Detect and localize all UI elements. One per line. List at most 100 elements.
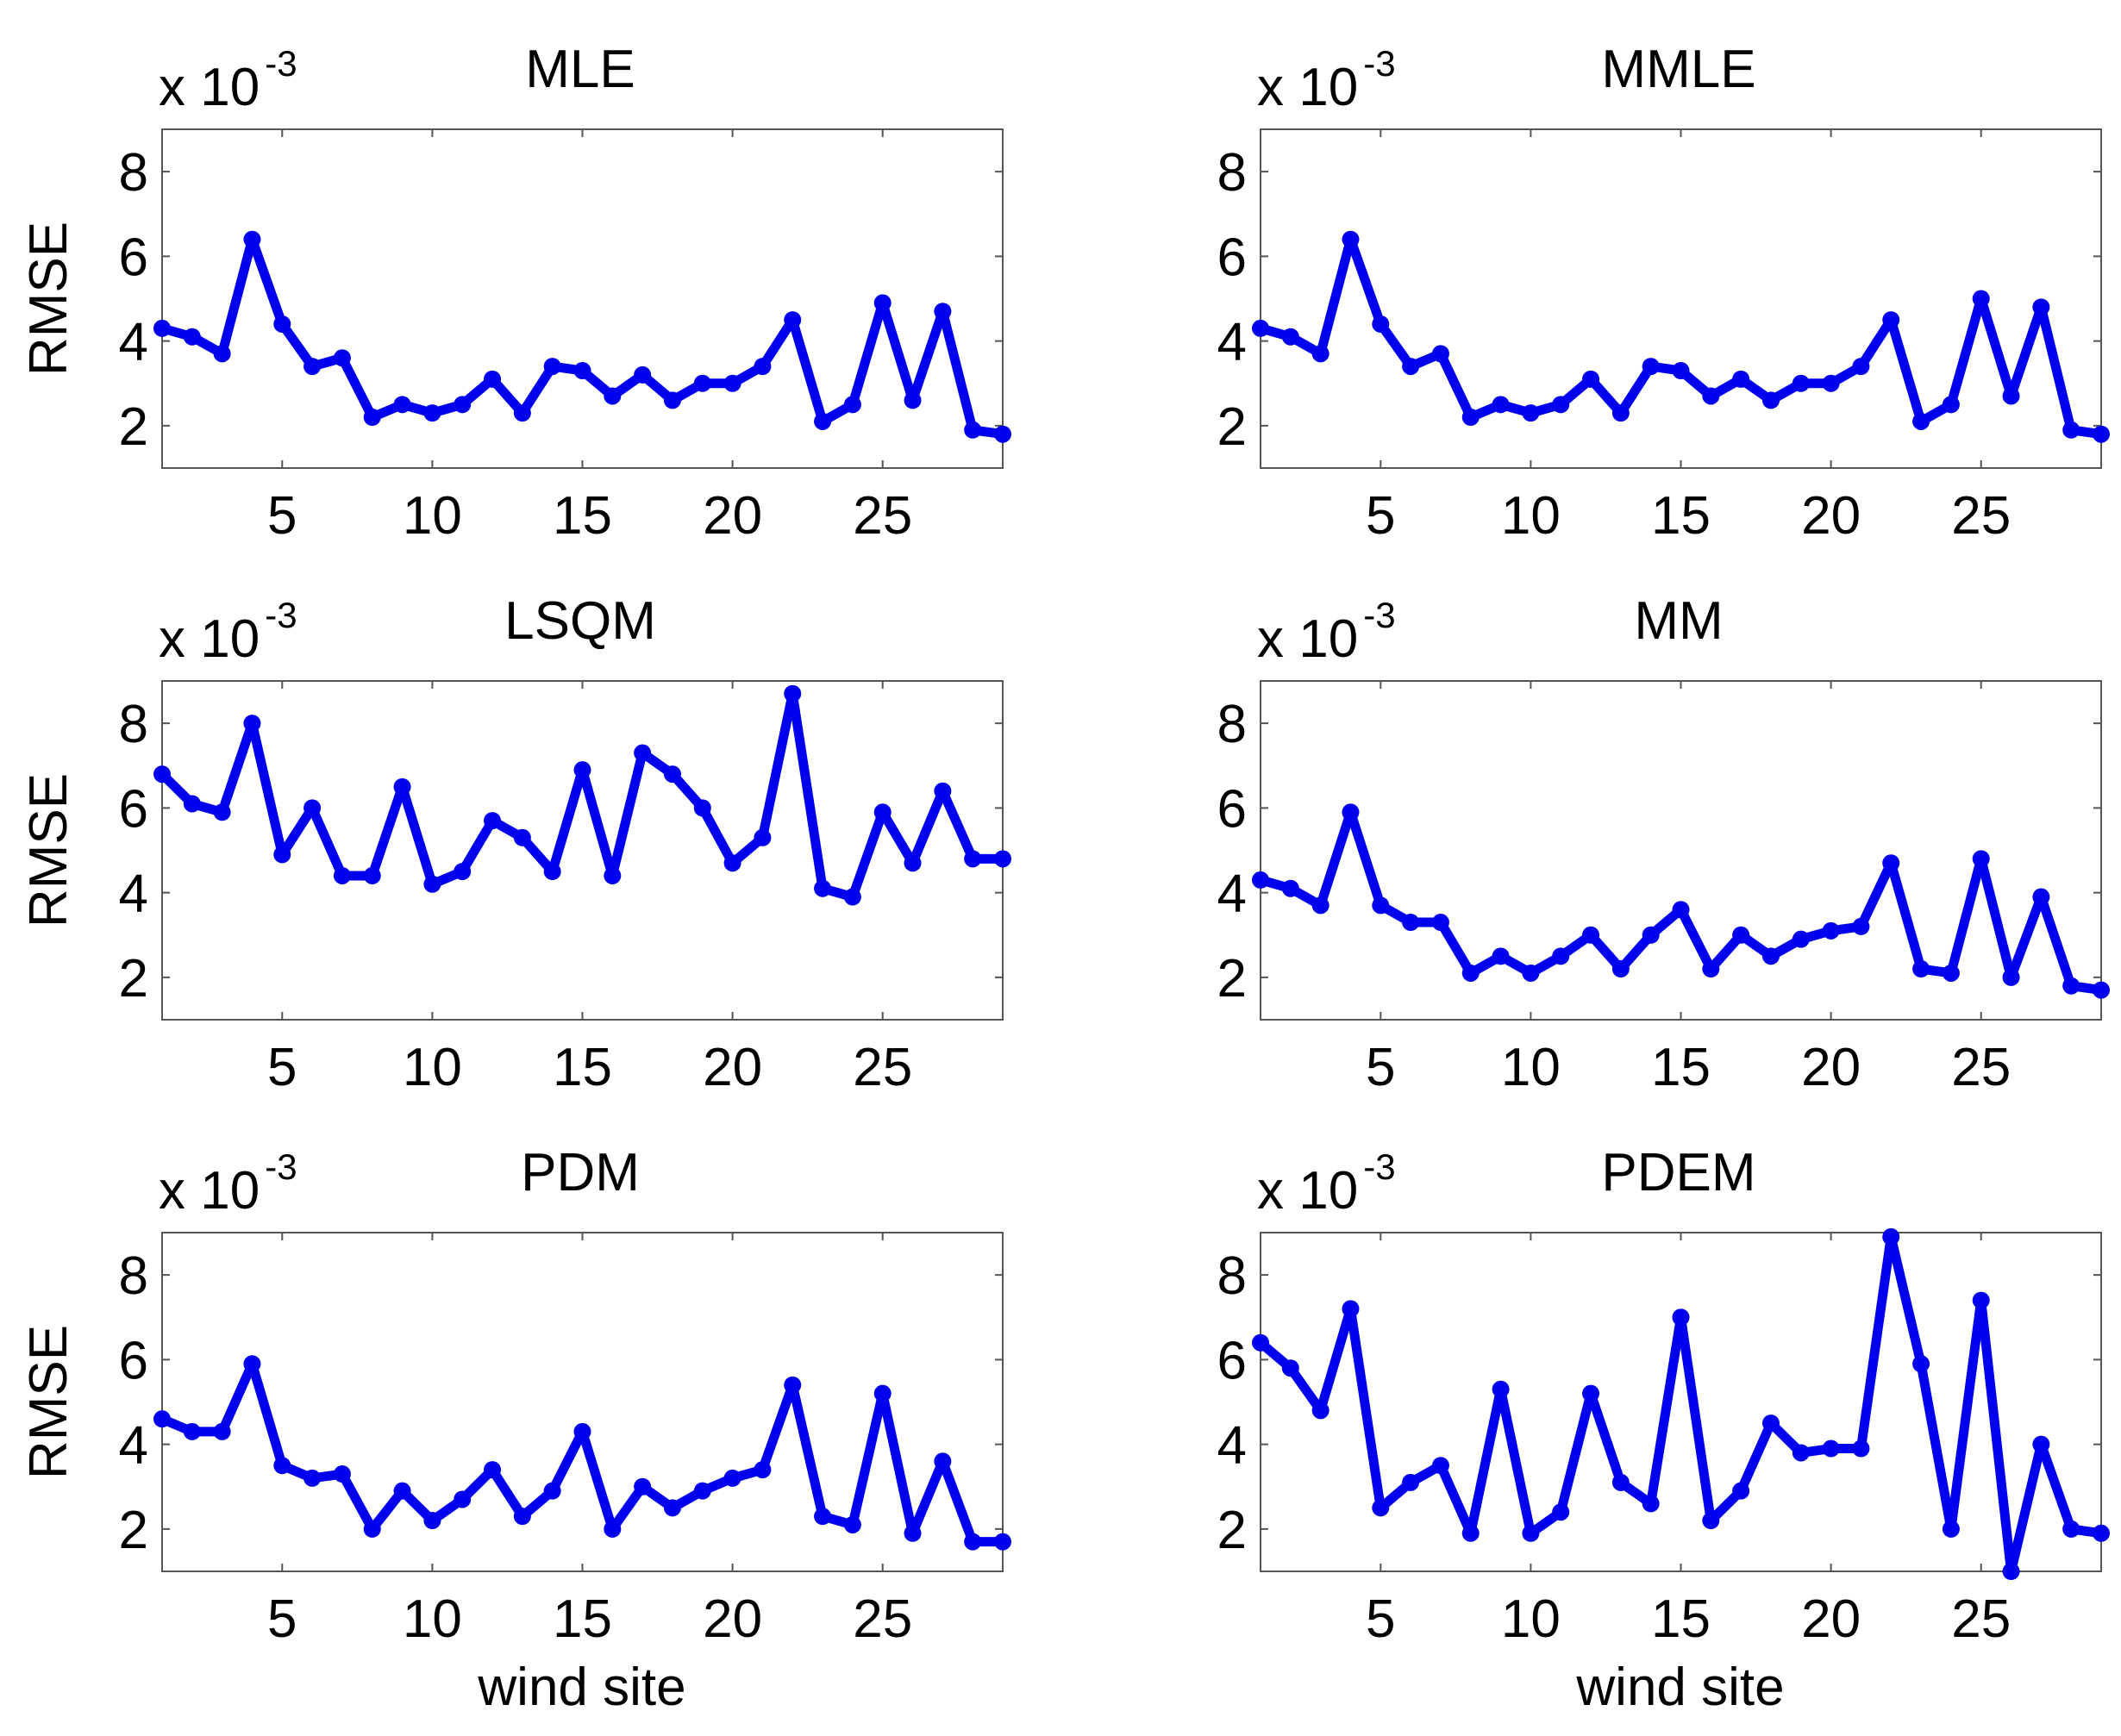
data-point — [1822, 1439, 1840, 1458]
data-point — [754, 828, 772, 846]
data-point — [363, 409, 381, 427]
data-point — [723, 854, 741, 872]
data-point — [814, 879, 832, 897]
data-point — [964, 421, 982, 439]
exponent-power: -3 — [265, 595, 297, 635]
x-tick-label: 15 — [553, 486, 612, 546]
data-point — [423, 1512, 441, 1530]
x-tick-label: 5 — [267, 486, 297, 546]
y-tick-label: 4 — [1217, 1416, 1247, 1476]
data-point — [1492, 396, 1510, 414]
data-point — [393, 777, 411, 796]
x-tick-label: 5 — [1366, 486, 1395, 546]
y-tick-label: 4 — [1217, 313, 1247, 372]
data-point — [183, 328, 201, 346]
exponent-base: x 10 — [159, 58, 260, 117]
data-point — [843, 1515, 861, 1533]
data-point — [723, 374, 741, 392]
data-point — [604, 387, 622, 405]
data-point — [2032, 298, 2050, 316]
data-point — [273, 846, 291, 864]
x-tick-label: 25 — [1951, 1038, 2011, 1097]
data-point — [873, 803, 892, 821]
data-point — [1461, 964, 1480, 982]
x-tick-label: 5 — [1366, 1589, 1395, 1649]
x-tick-label: 20 — [1801, 486, 1861, 546]
data-point — [934, 303, 952, 321]
data-point — [1252, 319, 1269, 337]
data-point — [1611, 960, 1630, 978]
data-point — [1281, 879, 1299, 897]
data-point — [2002, 1563, 2020, 1580]
x-tick-label: 15 — [553, 1038, 612, 1097]
data-point — [964, 1533, 982, 1551]
exponent-label: x 10 -3 — [159, 595, 297, 669]
exponent-power: -3 — [265, 43, 297, 84]
data-point — [1402, 914, 1420, 932]
data-point — [693, 1482, 711, 1500]
data-point — [634, 365, 652, 384]
data-point — [1912, 412, 1930, 430]
x-tick-label: 10 — [1501, 1589, 1561, 1649]
data-point — [1552, 396, 1570, 414]
x-tick-label: 20 — [703, 1038, 762, 1097]
data-point — [1402, 1473, 1420, 1491]
data-point — [1882, 1227, 1900, 1246]
data-point — [1552, 1503, 1570, 1521]
data-point — [843, 888, 861, 906]
data-point — [784, 311, 802, 329]
exponent-power: -3 — [1363, 595, 1395, 635]
data-point — [814, 1508, 832, 1526]
chart-title: LSQM — [504, 591, 656, 651]
data-point — [994, 1533, 1011, 1551]
chart-title: MM — [1634, 591, 1723, 651]
x-tick-label: 25 — [853, 486, 912, 546]
data-point — [1281, 1359, 1299, 1377]
x-tick-label: 25 — [853, 1589, 912, 1649]
x-tick-label: 25 — [1951, 486, 2011, 546]
data-point — [2002, 968, 2020, 986]
x-tick-label: 15 — [1651, 1038, 1711, 1097]
x-tick-label: 10 — [1501, 1038, 1561, 1097]
data-point — [273, 315, 291, 333]
data-point — [873, 294, 892, 312]
data-point — [994, 850, 1011, 868]
data-point — [1642, 926, 1660, 944]
chart-title: MMLE — [1601, 40, 1755, 99]
data-point — [1672, 901, 1690, 919]
data-point — [693, 374, 711, 392]
data-point — [543, 863, 561, 881]
data-point — [1342, 230, 1360, 248]
data-point — [484, 812, 502, 830]
data-point — [213, 345, 231, 363]
data-point — [1522, 964, 1540, 982]
data-point — [1852, 358, 1870, 376]
y-tick-label: 6 — [119, 1331, 148, 1390]
data-point — [1611, 1473, 1630, 1491]
y-tick-label: 2 — [1217, 949, 1247, 1009]
data-point — [484, 370, 502, 388]
data-point — [183, 1422, 201, 1440]
y-tick-label: 8 — [119, 143, 148, 203]
y-tick-label: 4 — [119, 313, 148, 372]
x-tick-label: 15 — [553, 1589, 612, 1649]
data-point — [153, 319, 171, 337]
data-point — [754, 358, 772, 376]
data-point — [1311, 896, 1330, 915]
data-point — [1372, 1499, 1390, 1517]
data-point — [904, 1524, 922, 1542]
data-point — [454, 396, 472, 414]
data-point — [693, 799, 711, 817]
data-point — [1492, 1380, 1510, 1398]
data-point — [213, 803, 231, 821]
chart-panel-mmle: 2 4 6 8 5 10 15 20 25 MMLE x 10 -3 — [1217, 40, 2110, 546]
data-point — [1281, 328, 1299, 346]
data-point — [423, 875, 441, 893]
data-point — [543, 358, 561, 376]
x-tick-label: 10 — [403, 486, 462, 546]
y-tick-label: 6 — [1217, 1331, 1247, 1390]
y-tick-label: 4 — [119, 865, 148, 924]
data-point — [723, 1469, 741, 1487]
exponent-power: -3 — [1363, 43, 1395, 84]
series-line — [157, 234, 1008, 440]
